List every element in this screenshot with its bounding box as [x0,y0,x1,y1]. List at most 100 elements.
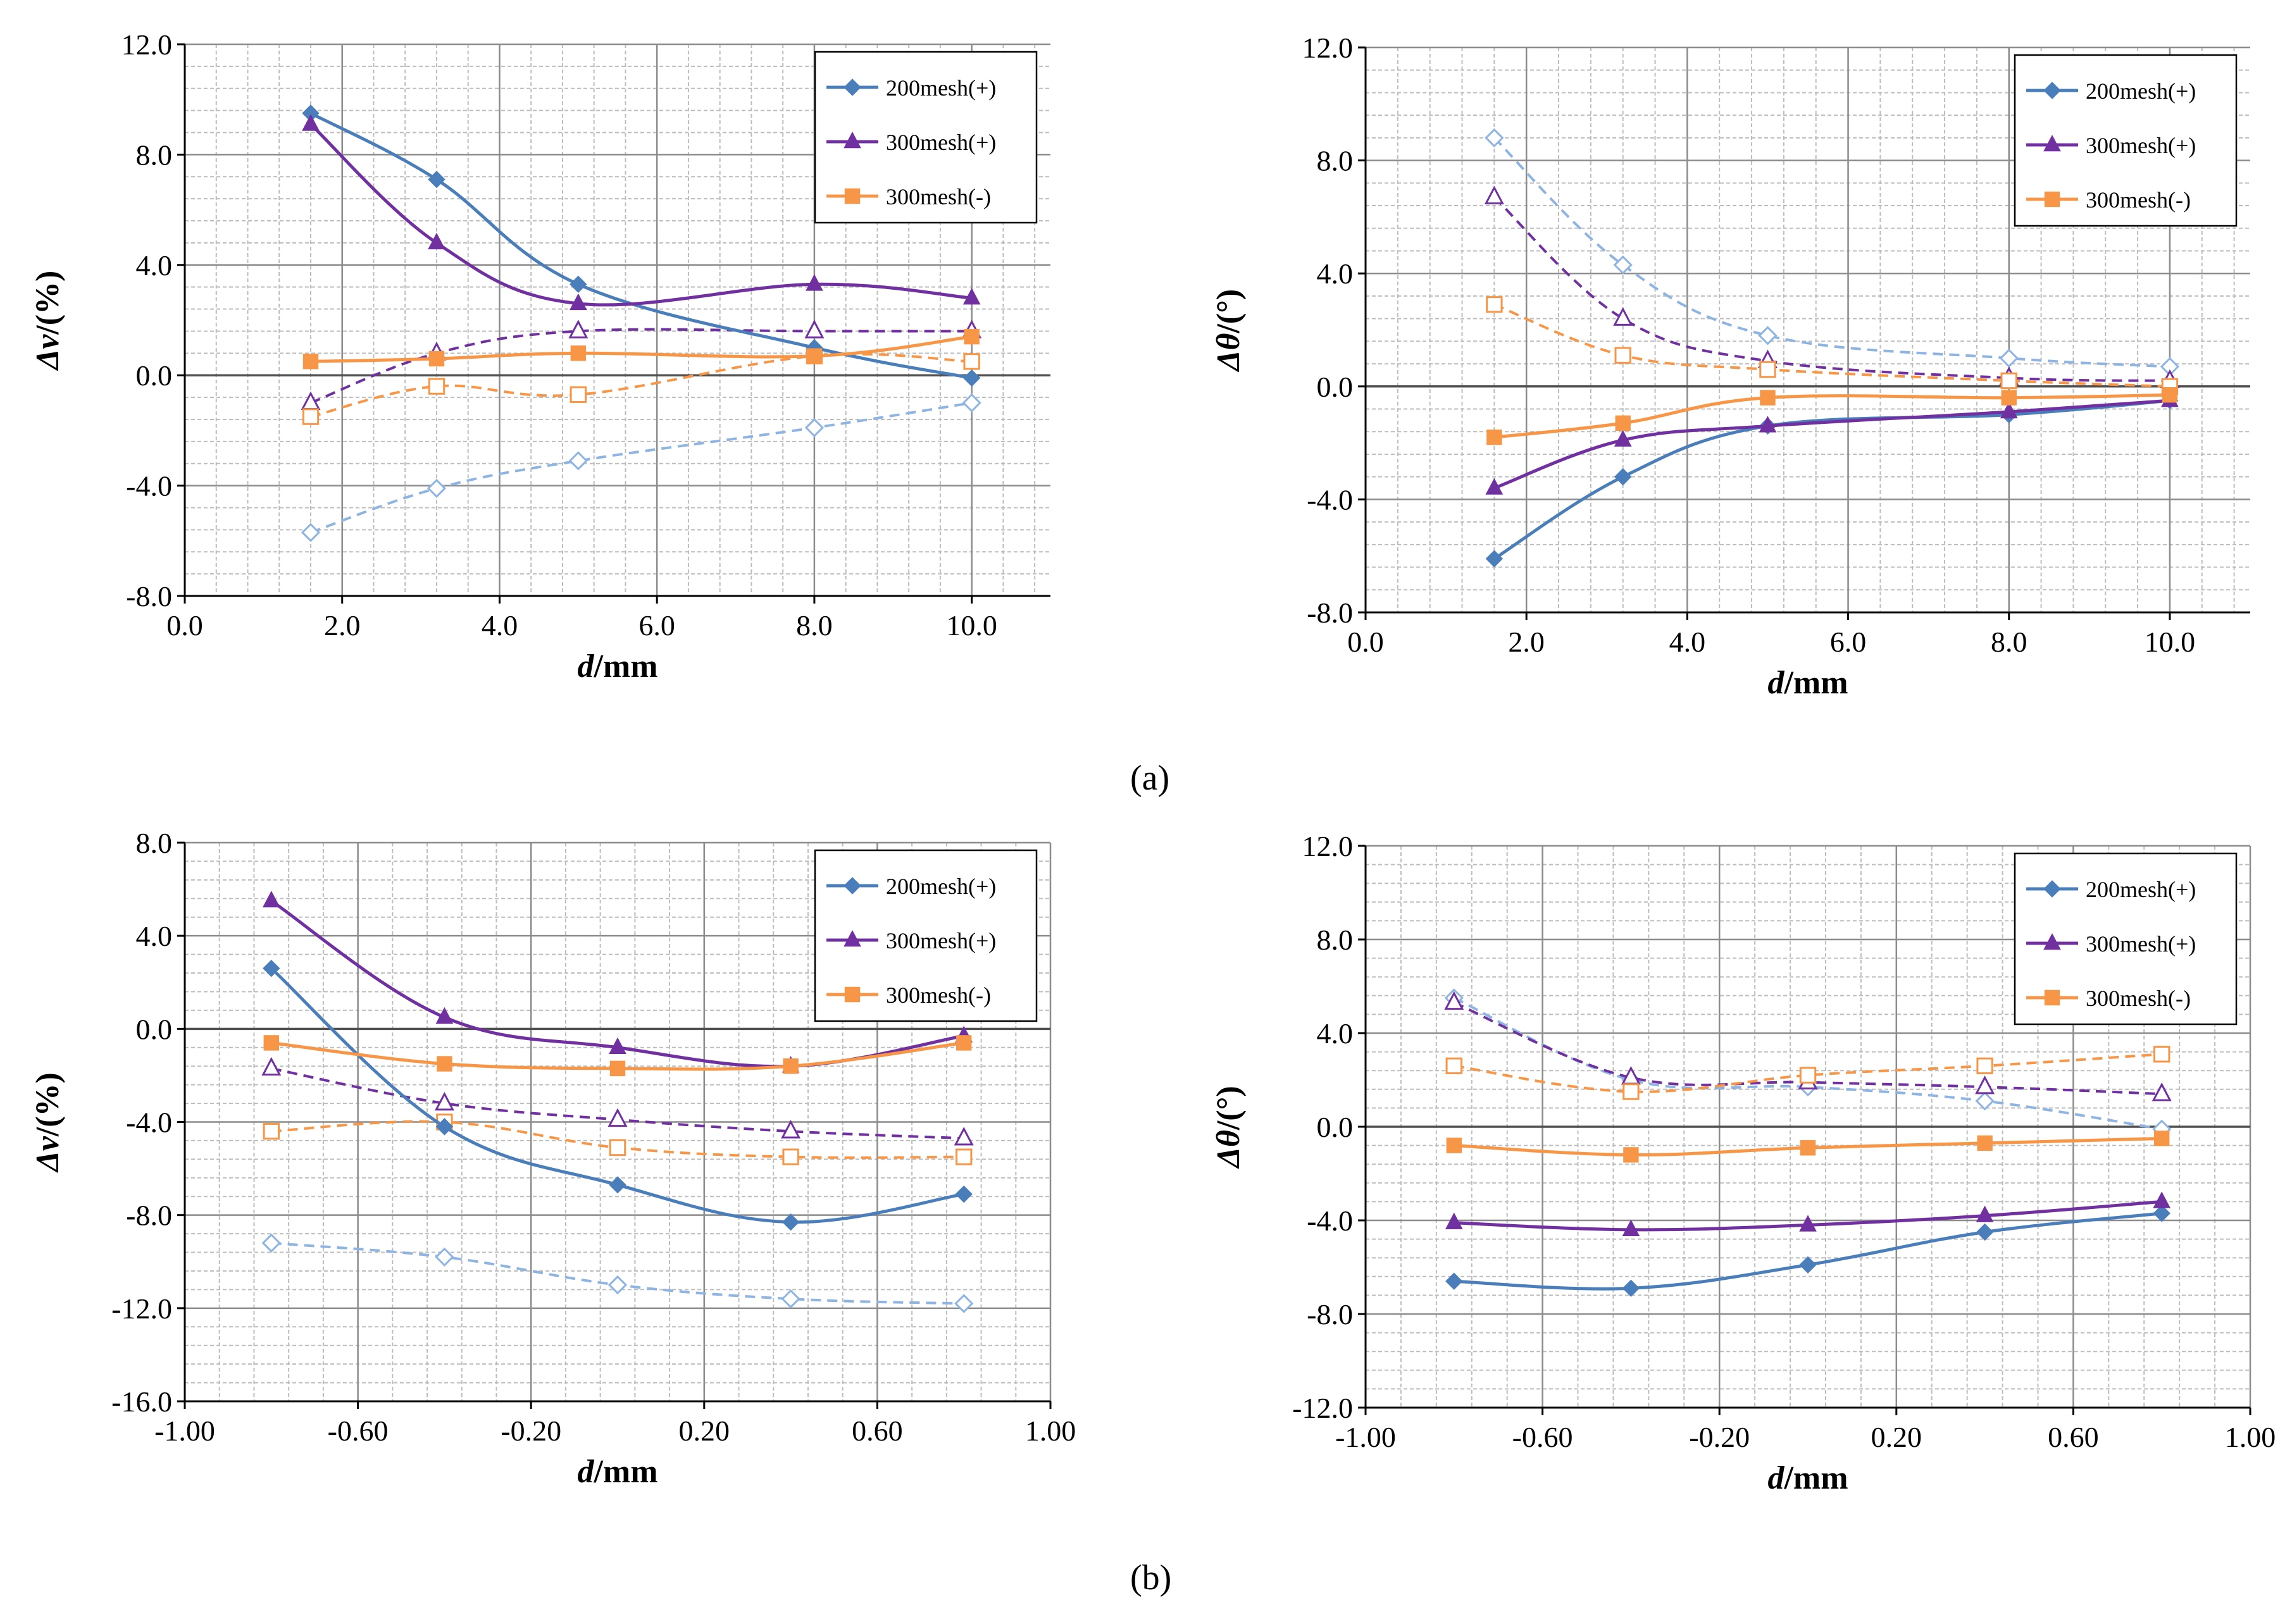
data-point [1485,550,1504,567]
y-tick-label: 0.0 [136,359,173,392]
legend: 200mesh(+) 300mesh(+) 300mesh(-) [2014,54,2238,227]
data-point [2153,1191,2171,1208]
series-line [1494,393,2170,439]
x-tick-label: -0.20 [1689,1421,1750,1453]
x-tick-label: 1.00 [1025,1415,1076,1447]
y-tick-label: 8.0 [136,827,173,859]
data-point [609,1139,626,1156]
legend-swatch-marker [844,877,861,895]
x-tick-label: 0.60 [2048,1421,2099,1453]
legend-label: 300mesh(-) [2086,986,2191,1011]
data-point [609,1176,626,1194]
data-point [1445,1212,1463,1229]
x-tick-label: 0.20 [1871,1421,1922,1453]
x-axis-title-variable: d [577,1454,594,1490]
data-point [804,319,825,338]
data-point [263,1035,280,1051]
data-point [302,114,320,131]
data-point [1976,1205,1994,1222]
y-tick-label: 4.0 [136,920,173,952]
y-tick-label: -8.0 [126,1199,172,1232]
y-axis-title: Δv/(%) [30,1072,66,1173]
y-tick-label: -8.0 [1307,1298,1353,1330]
data-point [1800,1140,1816,1156]
data-point [1444,991,1464,1010]
data-point [956,1035,972,1051]
legend-label: 300mesh(+) [2086,133,2196,158]
y-axis-title-unit: /(°) [1211,1086,1247,1131]
data-point [1623,1147,1639,1163]
data-point [2152,1082,2172,1101]
data-point [569,293,587,311]
series-6 [1445,1046,2171,1100]
series-3 [1486,387,2178,445]
y-tick-label: 8.0 [136,139,173,171]
y-tick-label: 0.0 [1317,1111,1354,1143]
series-2 [1445,1191,2171,1237]
data-point [1799,1067,1817,1084]
series-6 [1486,296,2179,395]
x-tick-label: 0.20 [679,1415,730,1447]
y-axis-title-variable: Δv [30,1136,66,1173]
data-point [570,275,587,294]
data-point [2000,401,2018,419]
y-tick-label: 4.0 [1317,257,1354,290]
data-point [1758,326,1778,345]
y-axis-title-variable: Δv [30,334,66,371]
y-tick-label: 4.0 [1317,1017,1354,1050]
data-point [609,1037,626,1055]
legend: 200mesh(+) 300mesh(+) 300mesh(-) [814,51,1038,224]
data-point [568,451,588,471]
series-line [1493,137,2171,368]
x-tick-label: -0.20 [501,1415,561,1447]
legend-label: 300mesh(+) [886,928,996,953]
legend-label: 200mesh(+) [886,75,996,101]
data-point [2154,1131,2170,1146]
x-tick-label: 10.0 [2145,626,2196,658]
legend-label: 300mesh(+) [2086,931,2196,957]
series-1 [263,959,973,1231]
data-point [1486,296,1503,313]
data-point [954,1127,974,1146]
data-point [428,350,445,367]
data-point [1485,478,1504,495]
x-tick-label: 8.0 [796,609,833,642]
data-point [435,1007,454,1024]
legend-swatch-marker [2043,880,2061,898]
y-axis-title-unit: /(%) [30,271,66,335]
x-tick-label: 8.0 [1991,626,2027,658]
data-point [1799,1215,1817,1232]
data-point [437,1056,452,1072]
data-point [1622,1279,1640,1298]
y-axis-title-variable: Δθ [1211,333,1247,373]
x-tick-label: 10.0 [946,609,997,642]
data-point [570,386,587,403]
legend-label: 300mesh(+) [886,130,996,155]
data-point [964,328,980,345]
x-axis-title-variable: d [577,648,594,685]
data-point [1615,415,1631,431]
legend-label: 200mesh(+) [886,874,996,899]
legend: 200mesh(+) 300mesh(+) 300mesh(-) [814,849,1038,1022]
data-point [1446,1137,1462,1153]
series-3 [302,328,980,369]
x-tick-label: -1.00 [154,1415,215,1447]
legend-label: 300mesh(-) [886,184,991,209]
data-point [302,408,320,425]
legend-swatch-marker [2043,933,2061,950]
data-point [1975,1075,1995,1094]
data-point [1613,255,1633,275]
y-tick-label: -4.0 [1307,483,1353,516]
y-axis-title: Δv/(%) [30,271,66,371]
data-point [1614,468,1632,486]
data-point [1445,1057,1463,1074]
data-point [962,393,981,412]
series-5 [261,1057,974,1146]
x-axis-title: d/mm [1767,1460,1848,1496]
y-tick-label: -12.0 [111,1292,172,1325]
x-axis-title: d/mm [1767,665,1848,701]
x-axis-title-variable: d [1767,665,1784,701]
data-point [1614,430,1632,447]
legend-label: 300mesh(-) [886,982,991,1008]
